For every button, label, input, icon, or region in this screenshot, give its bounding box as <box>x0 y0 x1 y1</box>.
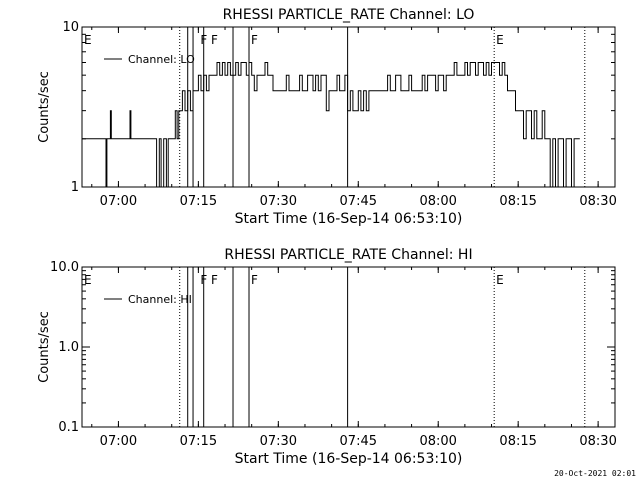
panel-2-y-tick-label: 10.0 <box>50 260 79 275</box>
panel-1-y-tick-label: 10 <box>62 20 79 35</box>
panel-2-y-axis-label: Counts/sec <box>37 311 52 383</box>
panel-2-event-label: F <box>251 273 258 287</box>
panel-1-x-tick-label: 07:45 <box>340 194 377 209</box>
panel-2-event-label: F <box>211 273 218 287</box>
panel-2-x-tick-label: 07:00 <box>100 434 137 449</box>
panel-1-x-tick-label: 07:15 <box>180 194 217 209</box>
panel-2-event-label: E <box>84 273 92 287</box>
panel-1-event-label: E <box>496 33 504 47</box>
panel-2-x-tick-label: 08:15 <box>499 434 536 449</box>
panel-1-x-tick-label: 08:15 <box>499 194 536 209</box>
panel-1-series-line <box>82 62 580 188</box>
panel-1-event-label: F <box>251 33 258 47</box>
footer-stamp: 20-Oct-2021 02:01 <box>554 469 636 478</box>
panel-1-x-axis-label: Start Time (16-Sep-14 06:53:10) <box>235 211 463 227</box>
panel-1-event-label: F <box>200 33 207 47</box>
panel-2-chart-title: RHESSI PARTICLE_RATE Channel: HI <box>224 247 472 263</box>
panel-1-y-tick-label: 1 <box>71 180 79 195</box>
panel-2-x-tick-label: 08:30 <box>579 434 616 449</box>
panel-2-x-tick-label: 08:00 <box>419 434 456 449</box>
panel-1-plot-frame <box>81 26 616 188</box>
panel-2-y-tick-label: 0.1 <box>58 420 79 435</box>
panel-2-x-tick-label: 07:45 <box>340 434 377 449</box>
panel-2-event-label: F <box>200 273 207 287</box>
panel-2-plot-frame <box>81 266 616 428</box>
panel-1-x-tick-label: 08:00 <box>419 194 456 209</box>
panel-2-x-axis-label: Start Time (16-Sep-14 06:53:10) <box>235 451 463 467</box>
panel-2-x-tick-label: 07:30 <box>260 434 297 449</box>
panel-1-chart-title: RHESSI PARTICLE_RATE Channel: LO <box>223 7 475 23</box>
panel-1-x-tick-label: 07:00 <box>100 194 137 209</box>
panel-1-event-label: F <box>211 33 218 47</box>
panel-1-x-tick-label: 07:30 <box>260 194 297 209</box>
panel-2-legend-label: Channel: HI <box>128 293 192 306</box>
panel-2-x-tick-label: 07:15 <box>180 434 217 449</box>
panel-1-legend-label: Channel: LO <box>128 53 195 66</box>
panel-2-event-label: E <box>496 273 504 287</box>
panel-1-event-label: E <box>84 33 92 47</box>
panel-2-y-tick-label: 1.0 <box>58 340 79 355</box>
panel-1-x-tick-label: 08:30 <box>579 194 616 209</box>
panel-1-y-axis-label: Counts/sec <box>37 71 52 143</box>
